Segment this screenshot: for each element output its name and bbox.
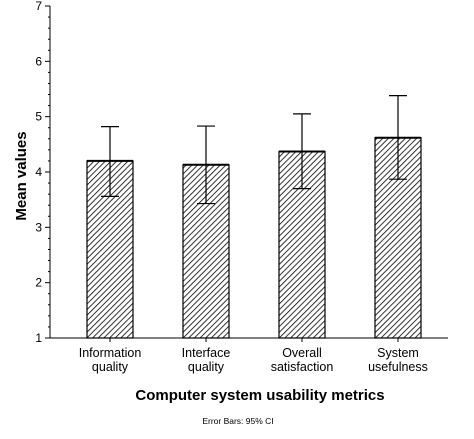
x-axis-title: Computer system usability metrics (135, 387, 384, 404)
y-tick-label: 2 (35, 276, 42, 290)
x-tick-label-4: System (377, 346, 419, 360)
x-tick-label-1: quality (92, 360, 129, 374)
bars-group (86, 136, 422, 339)
x-tick-label-2: quality (188, 360, 225, 374)
labels-group: 1234567InformationqualityInterfacequalit… (13, 0, 428, 426)
y-tick-label: 6 (35, 54, 42, 68)
y-tick-label: 5 (35, 110, 42, 124)
x-tick-label-3: Overall (282, 346, 322, 360)
error-bars-group (101, 95, 407, 205)
footnote: Error Bars: 95% CI (202, 416, 273, 426)
x-tick-label-3: satisfaction (271, 360, 334, 374)
x-tick-label-2: Interface (182, 346, 231, 360)
y-tick-label: 7 (35, 0, 42, 13)
y-axis-title: Mean values (13, 131, 30, 220)
y-tick-label: 4 (35, 165, 42, 179)
x-tick-label-1: Information (79, 346, 142, 360)
y-tick-label: 1 (35, 331, 42, 345)
axes-group (45, 5, 448, 342)
y-tick-label: 3 (35, 220, 42, 234)
x-tick-label-4: usefulness (368, 360, 428, 374)
